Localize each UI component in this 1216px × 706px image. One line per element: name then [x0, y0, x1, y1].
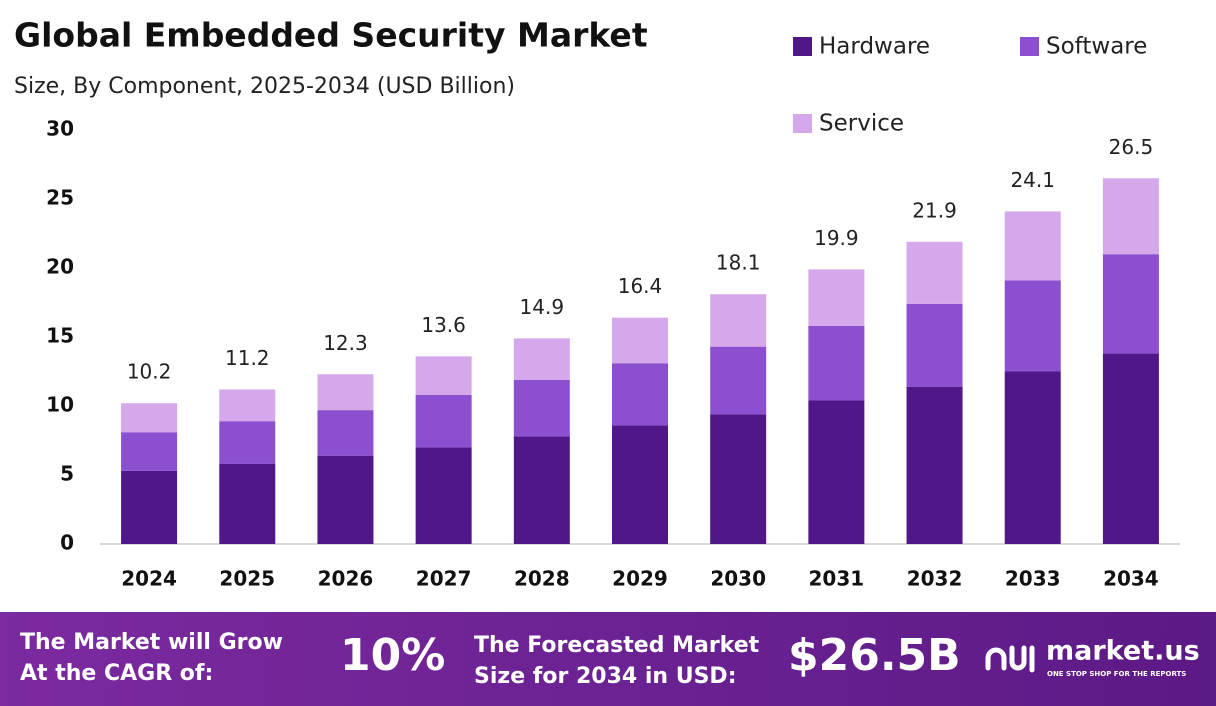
- brand-name: market.us: [1046, 636, 1200, 667]
- bar-segment: [121, 432, 178, 471]
- footer-text: Size for 2034 in USD:: [474, 664, 737, 689]
- legend-swatch: [1020, 37, 1039, 56]
- y-tick-label: 5: [60, 462, 74, 486]
- bar-segment: [1004, 280, 1061, 372]
- bar-segment: [415, 447, 472, 544]
- x-tick-label: 2028: [514, 567, 570, 591]
- bar-segment: [1004, 371, 1061, 544]
- forecast-value: $26.5B: [788, 630, 961, 681]
- bar-segment: [317, 410, 374, 456]
- bar-segment: [1102, 178, 1159, 255]
- bar-segment: [1102, 254, 1159, 354]
- total-label: 18.1: [716, 251, 761, 275]
- total-label: 13.6: [421, 313, 466, 337]
- total-label: 24.1: [1010, 168, 1055, 192]
- y-tick-label: 0: [60, 531, 74, 555]
- footer-text: The Forecasted Market: [474, 633, 760, 658]
- bar-segment: [808, 269, 865, 326]
- y-tick-label: 25: [46, 186, 74, 210]
- total-label: 19.9: [814, 226, 859, 250]
- bar-segment: [612, 363, 668, 426]
- y-tick-label: 20: [46, 255, 74, 279]
- y-tick-label: 30: [46, 117, 74, 141]
- legend-swatch: [793, 37, 812, 56]
- x-tick-label: 2024: [121, 567, 177, 591]
- bar-segment: [612, 317, 668, 364]
- x-tick-label: 2025: [219, 567, 275, 591]
- bar-segment: [906, 386, 963, 544]
- brand-tagline: ONE STOP SHOP FOR THE REPORTS: [1047, 670, 1186, 678]
- x-tick-label: 2027: [416, 567, 472, 591]
- x-tick-label: 2026: [318, 567, 374, 591]
- brand-logo: [985, 645, 1035, 673]
- bar-segment: [1004, 211, 1061, 281]
- bar-segment: [513, 436, 570, 544]
- chart-subtitle: Size, By Component, 2025-2034 (USD Billi…: [14, 74, 515, 99]
- total-label: 12.3: [323, 331, 368, 355]
- total-label: 10.2: [127, 360, 172, 384]
- x-tick-label: 2031: [809, 567, 865, 591]
- bar-segment: [710, 346, 767, 415]
- bar-segment: [415, 394, 472, 448]
- bar-segment: [808, 325, 865, 401]
- bar-segment: [513, 338, 570, 380]
- bar-segment: [415, 356, 472, 395]
- total-label: 11.2: [225, 346, 270, 370]
- bar-segment: [612, 425, 668, 544]
- bar-segment: [121, 403, 178, 433]
- bar-segment: [219, 389, 276, 422]
- bar-segment: [121, 470, 178, 544]
- bar-segment: [317, 374, 374, 411]
- bar-segment: [808, 400, 865, 544]
- bar-segment: [219, 463, 276, 544]
- total-label: 21.9: [912, 198, 957, 222]
- x-tick-label: 2029: [612, 567, 668, 591]
- bar-segment: [710, 294, 767, 347]
- legend-swatch: [793, 114, 812, 133]
- footer-text: The Market will Grow: [20, 630, 283, 655]
- bar-segment: [1102, 353, 1159, 544]
- legend-label: Hardware: [819, 34, 930, 60]
- chart-title: Global Embedded Security Market: [14, 16, 648, 55]
- bar-segment: [906, 241, 963, 304]
- footer-text: At the CAGR of:: [20, 661, 213, 686]
- x-tick-label: 2034: [1103, 567, 1159, 591]
- bar-segment: [906, 303, 963, 387]
- total-label: 26.5: [1109, 135, 1154, 159]
- bar-segment: [513, 379, 570, 437]
- y-tick-label: 10: [46, 393, 74, 417]
- legend-label: Software: [1046, 34, 1147, 60]
- x-tick-label: 2030: [710, 567, 766, 591]
- bar-segment: [219, 421, 276, 464]
- y-tick-label: 15: [46, 324, 74, 348]
- bar-segment: [317, 455, 374, 544]
- x-tick-label: 2032: [907, 567, 963, 591]
- x-tick-label: 2033: [1005, 567, 1061, 591]
- total-label: 16.4: [618, 274, 663, 298]
- total-label: 14.9: [520, 295, 565, 319]
- bar-segment: [710, 414, 767, 544]
- cagr-value: 10%: [340, 630, 445, 681]
- legend-label: Service: [819, 111, 904, 137]
